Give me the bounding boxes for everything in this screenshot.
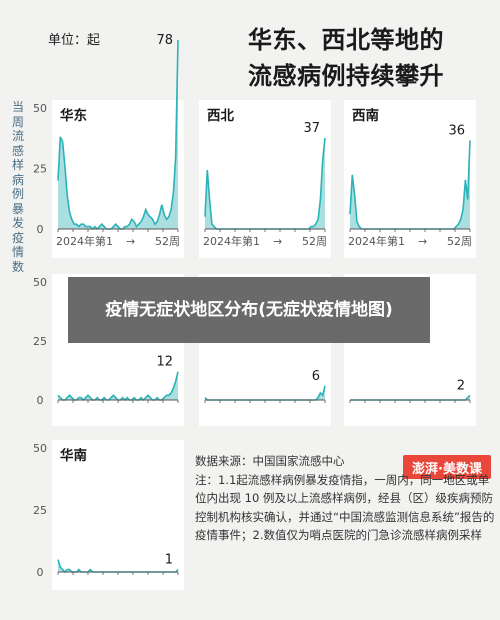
- panel-title-6: 华南: [60, 447, 87, 464]
- peak-label-5: 2: [457, 378, 465, 393]
- peak-label-2: 36: [448, 123, 465, 138]
- area-3: [58, 371, 178, 400]
- y-tick-1-0: 0: [37, 394, 44, 407]
- footnote: 注：1.1起流感样病例暴发疫情指，一周内，同一地区或单位内出现 10 例及以上流…: [195, 472, 495, 543]
- peak-label-4: 6: [312, 369, 320, 384]
- source-note: 数据来源：中国国家流感中心: [195, 454, 345, 468]
- y-axis-label: 当周流感样病例暴发疫情数: [11, 100, 24, 274]
- peak-label-6: 1: [165, 553, 173, 568]
- x-arrow-2: →: [418, 235, 427, 248]
- x-arrow-0: →: [126, 235, 135, 248]
- panel-title-0: 华东: [60, 107, 87, 124]
- y-tick-2-50: 50: [33, 442, 47, 455]
- panel-title-1: 西北: [207, 108, 234, 124]
- y-tick-0-25: 25: [33, 163, 47, 176]
- x-start-label-0: 2024年第1: [56, 234, 113, 248]
- panel-title-2: 西南: [352, 107, 379, 124]
- x-arrow-1: →: [273, 235, 282, 248]
- notes-block: 数据来源：中国国家流感中心 注：1.1起流感样病例暴发疫情指，一周内，同一地区或…: [195, 452, 495, 545]
- x-start-label-2: 2024年第1: [348, 234, 405, 248]
- y-tick-0-0: 0: [37, 223, 44, 236]
- peak-label-0: 78: [156, 33, 173, 48]
- x-end-label-2: 52周: [447, 235, 472, 248]
- y-tick-2-25: 25: [33, 504, 47, 517]
- peak-label-1: 37: [303, 121, 320, 136]
- y-tick-1-25: 25: [33, 335, 47, 348]
- y-tick-2-0: 0: [37, 566, 44, 579]
- panel-card-6: [52, 440, 184, 590]
- x-start-label-1: 2024年第1: [203, 234, 260, 248]
- unit-label: 单位：起: [48, 33, 101, 48]
- title-line-1: 华东、西北等地的: [248, 26, 444, 54]
- peak-label-3: 12: [156, 355, 173, 370]
- overlay-banner[interactable]: 疫情无症状地区分布(无症状疫情地图): [68, 277, 430, 343]
- chart-title: 华东、西北等地的 流感病例持续攀升: [248, 22, 444, 94]
- line-0: [57, 39, 179, 231]
- x-end-label-0: 52周: [155, 235, 180, 248]
- publisher-logo: 澎湃·美数课: [403, 455, 491, 479]
- title-line-2: 流感病例持续攀升: [248, 62, 444, 90]
- y-tick-1-50: 50: [33, 276, 47, 289]
- x-end-label-1: 52周: [302, 235, 327, 248]
- y-tick-0-50: 50: [33, 102, 47, 115]
